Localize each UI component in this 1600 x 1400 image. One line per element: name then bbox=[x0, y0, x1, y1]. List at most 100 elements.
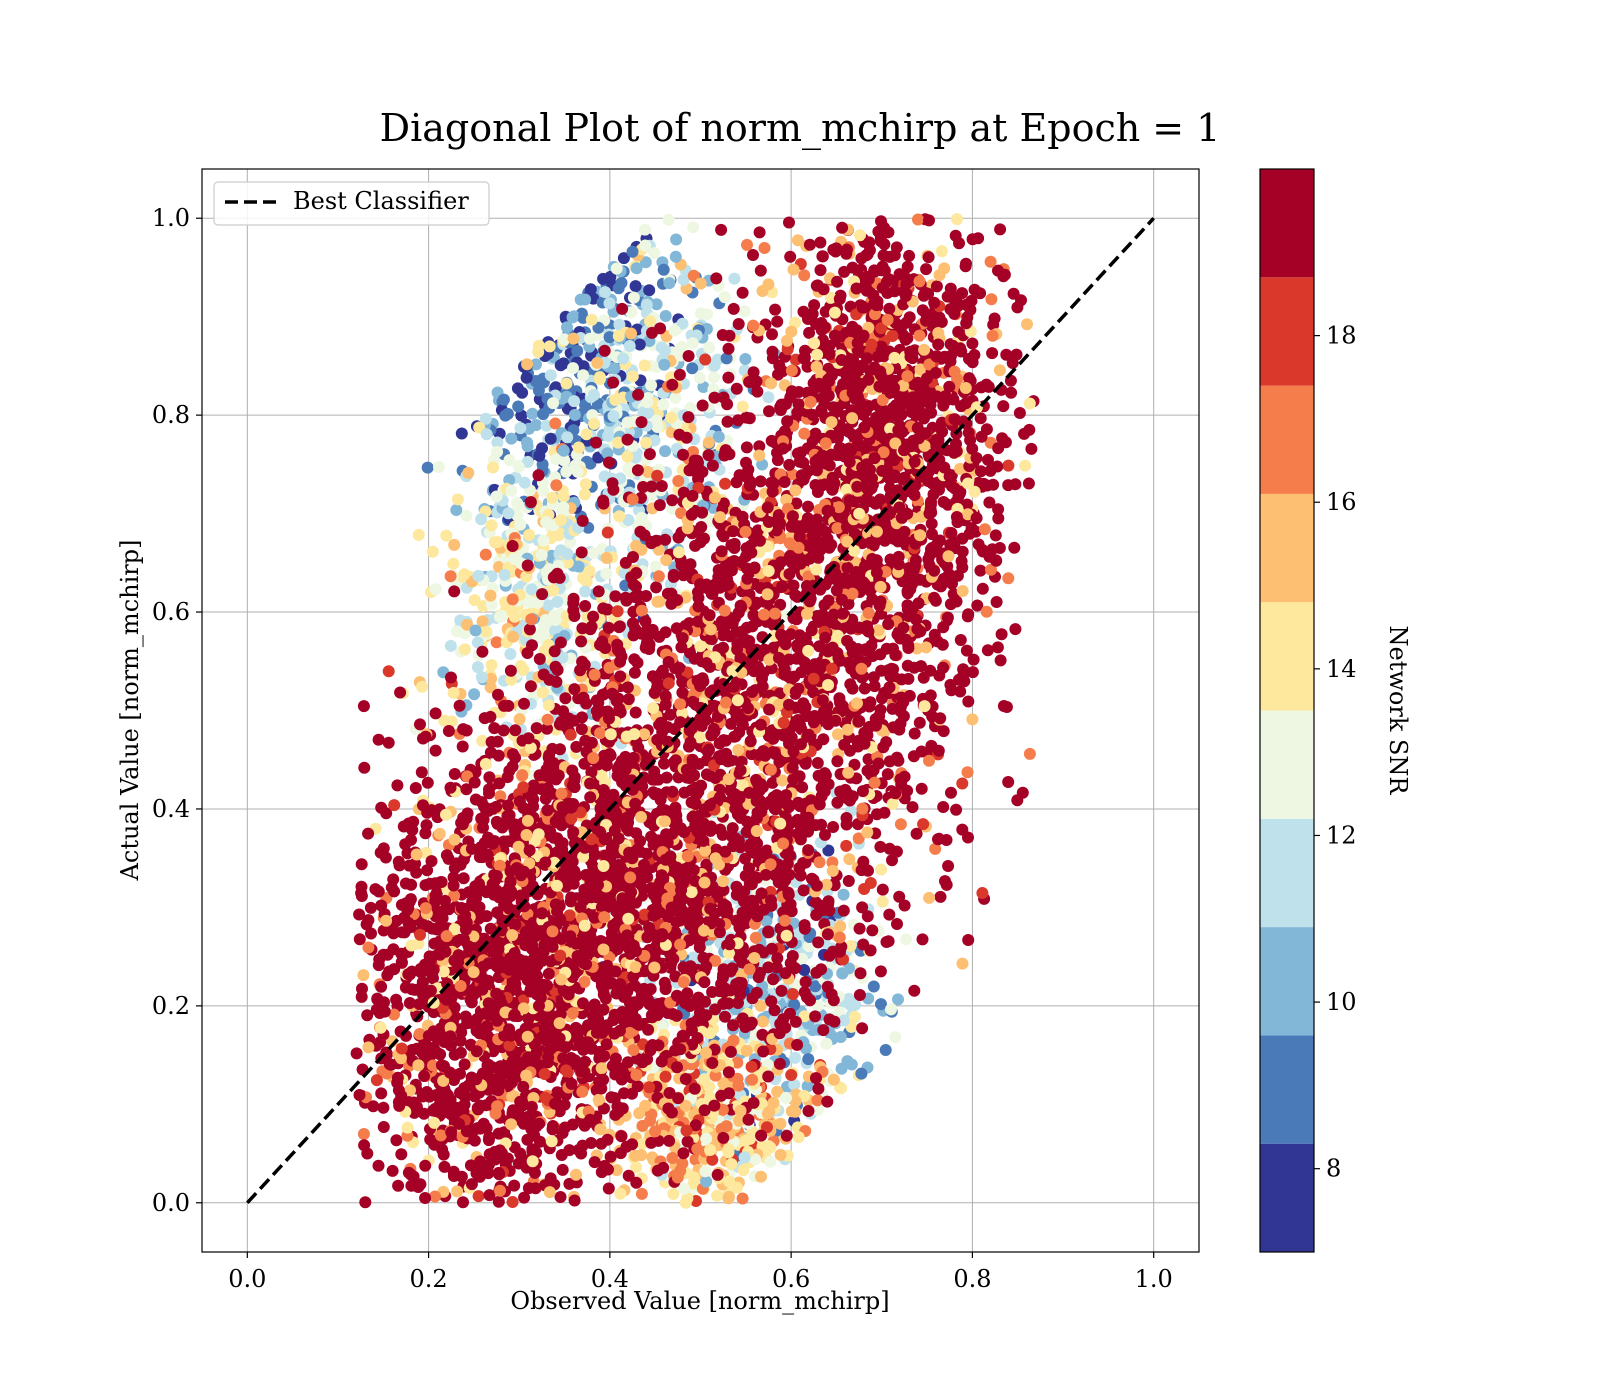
scatter-point bbox=[859, 643, 872, 656]
scatter-point bbox=[711, 1189, 724, 1202]
scatter-point bbox=[774, 1117, 787, 1130]
scatter-point bbox=[966, 666, 979, 679]
scatter-point bbox=[655, 341, 668, 354]
scatter-point bbox=[694, 536, 707, 549]
scatter-point bbox=[727, 1034, 740, 1047]
scatter-point bbox=[621, 433, 634, 446]
scatter-point bbox=[681, 1192, 694, 1205]
scatter-point bbox=[639, 239, 652, 252]
scatter-point bbox=[866, 924, 879, 937]
scatter-point bbox=[591, 356, 604, 369]
scatter-point bbox=[848, 527, 861, 540]
scatter-point bbox=[785, 325, 798, 338]
scatter-point bbox=[937, 621, 950, 634]
scatter-point bbox=[784, 898, 797, 911]
scatter-point bbox=[789, 484, 802, 497]
scatter-point bbox=[891, 918, 903, 930]
scatter-point bbox=[894, 705, 907, 718]
scatter-point bbox=[929, 842, 942, 855]
scatter-point bbox=[786, 988, 799, 1001]
scatter-point bbox=[583, 565, 596, 577]
scatter-point bbox=[813, 377, 826, 390]
scatter-point bbox=[686, 362, 699, 375]
scatter-point bbox=[825, 662, 838, 675]
scatter-point bbox=[765, 377, 778, 390]
scatter-point bbox=[799, 976, 812, 988]
scatter-point bbox=[612, 330, 625, 342]
scatter-point bbox=[715, 545, 728, 558]
scatter-point bbox=[966, 356, 979, 369]
scatter-point bbox=[955, 555, 968, 568]
scatter-point bbox=[844, 940, 857, 952]
scatter-point bbox=[924, 664, 937, 677]
scatter-point bbox=[692, 615, 705, 628]
scatter-point bbox=[498, 568, 511, 581]
scatter-point bbox=[944, 355, 957, 368]
scatter-point bbox=[809, 980, 822, 993]
scatter-point bbox=[792, 541, 805, 554]
scatter-point bbox=[479, 548, 492, 561]
scatter-point bbox=[461, 618, 474, 631]
scatter-point bbox=[747, 249, 759, 261]
scatter-point bbox=[687, 269, 700, 282]
scatter-point bbox=[791, 234, 804, 247]
scatter-point bbox=[772, 368, 784, 381]
scatter-point bbox=[803, 552, 816, 565]
scatter-point bbox=[708, 491, 721, 504]
scatter-point bbox=[787, 579, 800, 592]
scatter-point bbox=[682, 411, 695, 424]
scatter-point bbox=[659, 533, 672, 546]
scatter-point bbox=[749, 1153, 762, 1166]
scatter-point bbox=[960, 257, 972, 270]
scatter-point bbox=[937, 496, 950, 508]
scatter-point bbox=[877, 249, 890, 262]
scatter-point bbox=[816, 250, 829, 263]
scatter-point bbox=[640, 298, 653, 311]
scatter-point bbox=[808, 337, 821, 350]
scatter-point bbox=[822, 645, 834, 658]
scatter-point bbox=[650, 298, 663, 311]
scatter-point bbox=[672, 531, 685, 544]
scatter-point bbox=[708, 359, 721, 372]
scatter-point bbox=[941, 611, 954, 624]
scatter-point bbox=[949, 229, 962, 242]
scatter-point bbox=[1008, 541, 1021, 554]
scatter-point bbox=[672, 475, 685, 487]
scatter-point bbox=[798, 1090, 811, 1102]
scatter-point bbox=[561, 431, 574, 444]
scatter-point bbox=[913, 329, 926, 342]
scatter-point bbox=[964, 303, 977, 316]
scatter-point bbox=[532, 339, 545, 352]
scatter-point bbox=[954, 685, 967, 698]
scatter-point bbox=[861, 352, 874, 365]
scatter-point bbox=[762, 516, 775, 528]
scatter-point bbox=[952, 325, 965, 338]
scatter-point bbox=[521, 436, 533, 449]
scatter-point bbox=[836, 967, 849, 980]
scatter-point bbox=[858, 883, 871, 895]
scatter-point bbox=[659, 445, 672, 458]
scatter-point bbox=[746, 1073, 759, 1086]
scatter-point bbox=[980, 605, 993, 618]
scatter-point bbox=[701, 822, 714, 834]
scatter-point bbox=[518, 476, 531, 489]
scatter-point bbox=[731, 1056, 744, 1069]
scatter-point bbox=[468, 594, 481, 607]
scatter-point bbox=[490, 636, 503, 649]
scatter-point bbox=[886, 330, 899, 342]
scatter-point bbox=[778, 476, 791, 488]
scatter-point bbox=[827, 608, 840, 621]
scatter-point bbox=[635, 604, 648, 617]
scatter-point bbox=[901, 370, 914, 383]
scatter-point bbox=[739, 353, 752, 365]
scatter-point bbox=[892, 993, 904, 1006]
scatter-point bbox=[965, 522, 978, 535]
scatter-point bbox=[837, 904, 850, 917]
scatter-point bbox=[491, 436, 504, 449]
scatter-point bbox=[891, 751, 903, 764]
scatter-point bbox=[488, 536, 501, 549]
scatter-point bbox=[875, 998, 887, 1011]
scatter-point bbox=[785, 1069, 798, 1081]
scatter-point bbox=[789, 589, 802, 602]
scatter-point bbox=[787, 263, 800, 276]
